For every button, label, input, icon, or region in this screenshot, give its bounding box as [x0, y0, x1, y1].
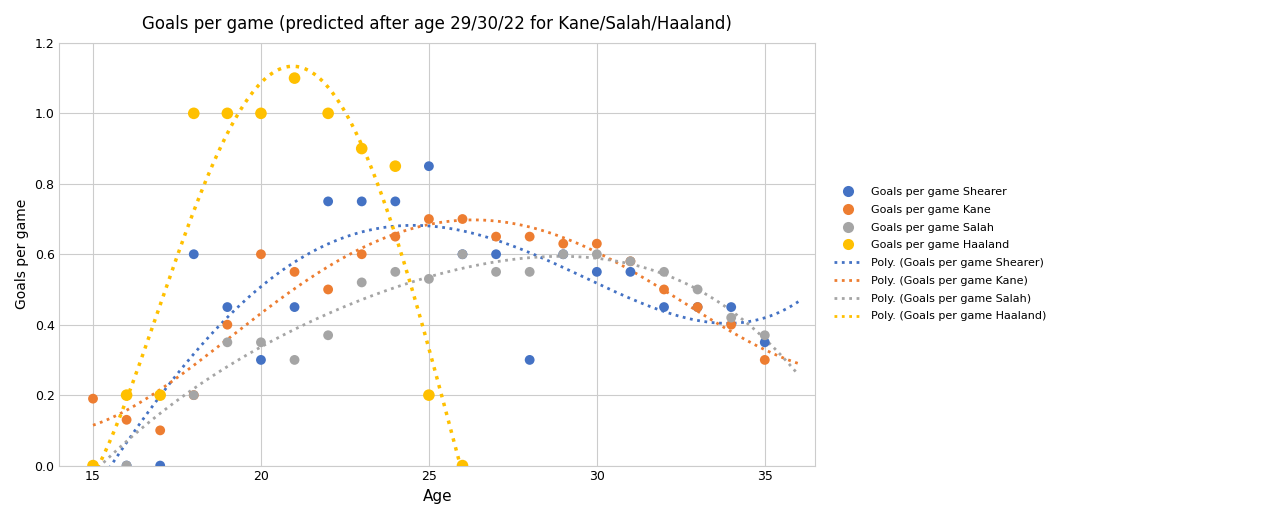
Point: [284, 268, 305, 276]
Point: [183, 391, 204, 399]
Point: [352, 144, 372, 153]
Point: [687, 285, 708, 294]
Point: [284, 74, 305, 83]
Point: [654, 268, 675, 276]
Point: [385, 268, 406, 276]
Point: [83, 461, 104, 470]
Point: [317, 331, 338, 339]
Point: [586, 239, 607, 248]
Point: [218, 303, 238, 311]
Point: [218, 321, 238, 329]
Point: [317, 285, 338, 294]
Point: [251, 338, 271, 347]
Point: [754, 331, 774, 339]
Point: [419, 162, 439, 170]
Point: [621, 268, 641, 276]
Point: [721, 313, 741, 322]
Point: [452, 250, 472, 258]
Point: [150, 461, 170, 470]
Point: [251, 356, 271, 364]
Point: [721, 321, 741, 329]
Point: [116, 461, 137, 470]
Point: [687, 303, 708, 311]
Point: [419, 215, 439, 223]
Point: [284, 303, 305, 311]
Point: [553, 239, 573, 248]
Point: [317, 109, 338, 117]
Point: [687, 303, 708, 311]
Point: [385, 162, 406, 170]
Point: [721, 303, 741, 311]
Point: [486, 250, 507, 258]
Point: [520, 233, 540, 241]
Point: [183, 391, 204, 399]
Point: [218, 338, 238, 347]
Point: [116, 461, 137, 470]
Point: [452, 215, 472, 223]
Point: [150, 426, 170, 434]
Point: [419, 391, 439, 399]
Point: [654, 303, 675, 311]
Legend: Goals per game Shearer, Goals per game Kane, Goals per game Salah, Goals per gam: Goals per game Shearer, Goals per game K…: [828, 182, 1051, 327]
Point: [754, 356, 774, 364]
Point: [486, 233, 507, 241]
Point: [419, 275, 439, 283]
Point: [352, 278, 372, 286]
Point: [586, 268, 607, 276]
Point: [452, 461, 472, 470]
Point: [183, 109, 204, 117]
Point: [251, 250, 271, 258]
Point: [352, 250, 372, 258]
Point: [183, 250, 204, 258]
Point: [754, 338, 774, 347]
Point: [621, 257, 641, 265]
Point: [352, 197, 372, 206]
Point: [553, 250, 573, 258]
Y-axis label: Goals per game: Goals per game: [15, 199, 29, 309]
Point: [520, 356, 540, 364]
Point: [251, 109, 271, 117]
Point: [317, 197, 338, 206]
Point: [284, 356, 305, 364]
Point: [553, 250, 573, 258]
Point: [150, 391, 170, 399]
Point: [83, 394, 104, 403]
Title: Goals per game (predicted after age 29/30/22 for Kane/Salah/Haaland): Goals per game (predicted after age 29/3…: [142, 15, 732, 33]
Point: [83, 461, 104, 470]
X-axis label: Age: Age: [422, 489, 452, 504]
Point: [654, 285, 675, 294]
Point: [520, 268, 540, 276]
Point: [385, 233, 406, 241]
Point: [586, 250, 607, 258]
Point: [116, 391, 137, 399]
Point: [116, 416, 137, 424]
Point: [83, 461, 104, 470]
Point: [621, 257, 641, 265]
Point: [218, 109, 238, 117]
Point: [486, 268, 507, 276]
Point: [385, 197, 406, 206]
Point: [452, 250, 472, 258]
Point: [150, 391, 170, 399]
